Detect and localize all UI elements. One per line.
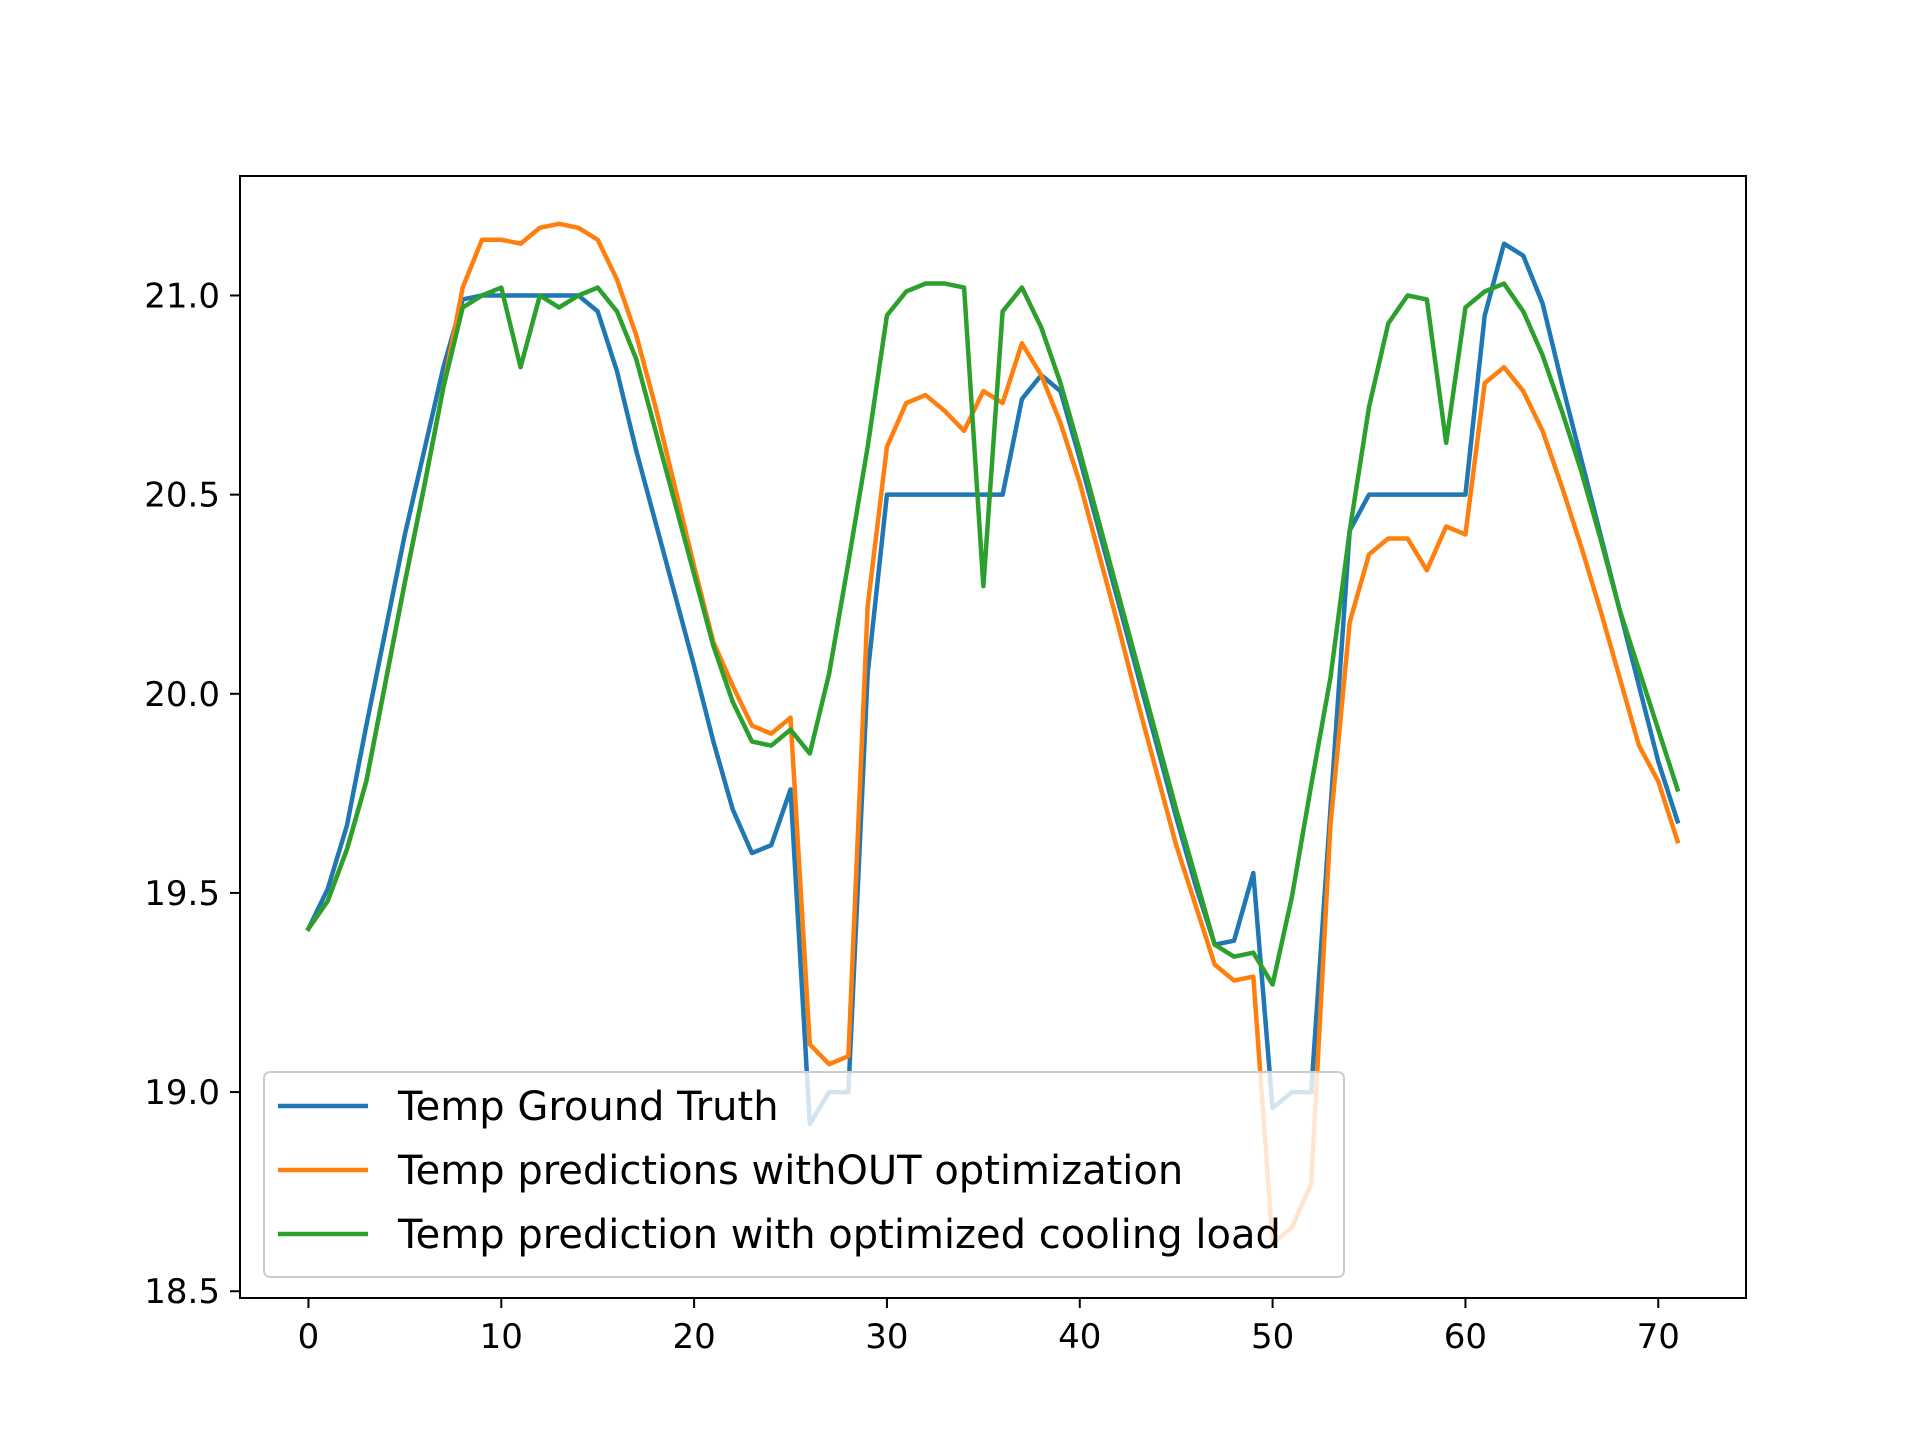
legend-label-1: Temp predictions withOUT optimization bbox=[397, 1148, 1183, 1194]
y-tick-label: 19.0 bbox=[144, 1073, 220, 1113]
x-axis: 0 10 20 30 40 50 60 70 bbox=[298, 1298, 1680, 1357]
x-tick-label: 0 bbox=[298, 1317, 320, 1357]
series-layer bbox=[305, 221, 1681, 1246]
series-line-0 bbox=[305, 241, 1681, 1127]
series-line-2 bbox=[305, 281, 1681, 987]
x-tick-label: 40 bbox=[1058, 1317, 1101, 1357]
legend-label-0: Temp Ground Truth bbox=[397, 1084, 779, 1130]
legend-label-2: Temp prediction with optimized cooling l… bbox=[397, 1212, 1281, 1258]
x-tick-label: 20 bbox=[672, 1317, 715, 1357]
series-line-1 bbox=[305, 221, 1681, 1246]
x-tick-label: 70 bbox=[1637, 1317, 1680, 1357]
legend: Temp Ground Truth Temp predictions withOU… bbox=[263, 1071, 1345, 1278]
legend-box bbox=[263, 1071, 1345, 1278]
y-tick-label: 18.5 bbox=[144, 1272, 220, 1312]
x-tick-label: 60 bbox=[1444, 1317, 1487, 1357]
y-axis: 18.5 19.0 19.5 20.0 20.5 21.0 bbox=[144, 276, 240, 1312]
x-tick-label: 10 bbox=[480, 1317, 523, 1357]
y-tick-label: 20.0 bbox=[144, 675, 220, 715]
x-tick-label: 30 bbox=[865, 1317, 908, 1357]
x-tick-label: 50 bbox=[1251, 1317, 1294, 1357]
plot-frame bbox=[239, 175, 1747, 1299]
y-tick-label: 21.0 bbox=[144, 276, 220, 316]
y-tick-label: 20.5 bbox=[144, 476, 220, 516]
y-tick-label: 19.5 bbox=[144, 874, 220, 914]
legend-items: Temp Ground Truth Temp predictions withOU… bbox=[278, 1084, 1281, 1258]
